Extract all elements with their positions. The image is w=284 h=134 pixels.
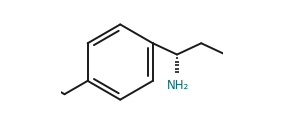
- Text: NH₂: NH₂: [167, 79, 189, 92]
